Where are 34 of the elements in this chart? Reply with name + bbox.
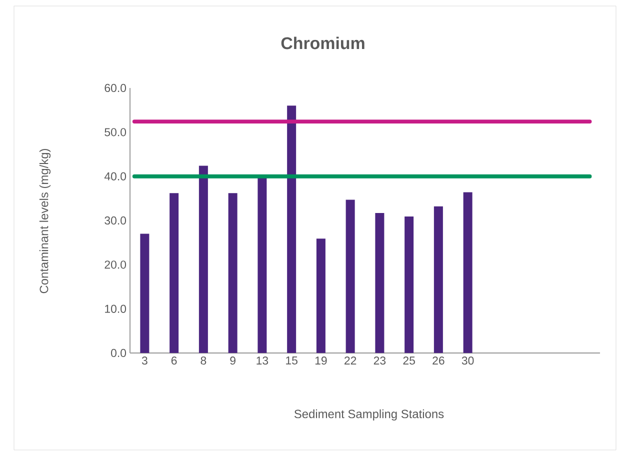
x-tick-label: 23 (374, 356, 386, 365)
x-tick-label: 22 (344, 356, 356, 365)
bar (198, 166, 208, 353)
x-tick-label: 15 (286, 356, 298, 364)
x-tick-label: 3 (142, 356, 148, 365)
y-tick-label: 40.0 (104, 172, 126, 180)
x-tick-label: 9 (230, 356, 236, 365)
bar (228, 193, 238, 353)
chart-title: Chromium (281, 36, 364, 50)
bar (170, 193, 179, 353)
bar (140, 234, 150, 353)
y-tick-label: 30.0 (104, 216, 126, 225)
x-tick-label: 26 (432, 356, 444, 365)
bar (258, 177, 267, 353)
bar (346, 200, 355, 353)
x-tick-label: 13 (256, 356, 268, 365)
bar (287, 106, 296, 353)
x-tick-label: 8 (200, 356, 206, 365)
x-tick-label: 30 (462, 356, 474, 365)
x-tick-label: 19 (315, 356, 327, 365)
y-tick-label: 10.0 (105, 304, 126, 313)
bar (463, 192, 472, 353)
x-tick-label: 25 (403, 356, 415, 365)
y-tick-label: 50.0 (104, 128, 126, 136)
y-tick-label: 0.0 (111, 348, 126, 358)
y-axis-title: Contaminant levels (mg/kg) (39, 149, 51, 294)
bar (316, 238, 326, 353)
x-axis-title: Sediment Sampling Stations (294, 409, 444, 421)
y-tick-label: 20.0 (104, 260, 126, 269)
bar (434, 206, 443, 353)
x-tick-label: 6 (171, 356, 177, 365)
bar (404, 216, 414, 353)
bar (375, 212, 384, 353)
y-tick-label: 60.0 (104, 84, 126, 92)
